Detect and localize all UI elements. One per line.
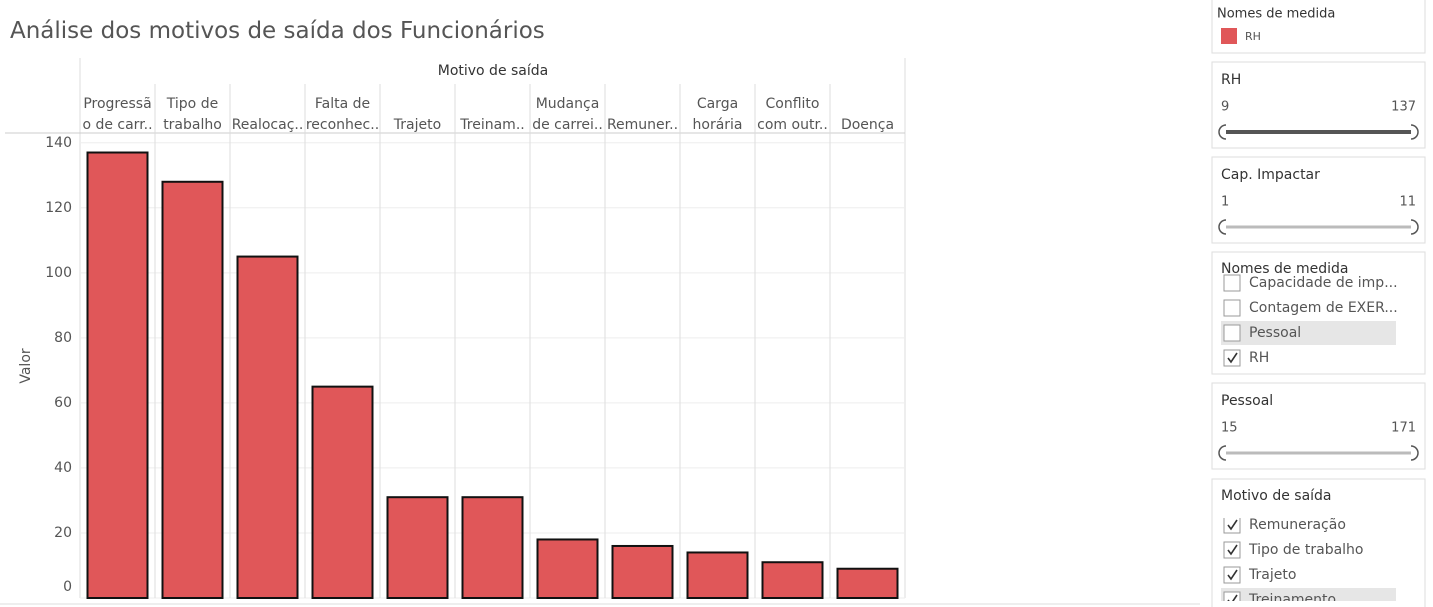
check-mark xyxy=(1227,569,1238,581)
slider-max: 171 xyxy=(1391,421,1416,436)
slider-handle[interactable] xyxy=(1218,219,1227,235)
check-mark xyxy=(1227,519,1238,531)
slider-handle[interactable] xyxy=(1218,124,1227,140)
filter-item[interactable]: Tipo de trabalho xyxy=(1248,542,1363,558)
y-tick-label: 20 xyxy=(54,525,72,541)
x-tick-label: Carga xyxy=(697,96,738,112)
slider-min: 15 xyxy=(1221,421,1238,436)
bar[interactable] xyxy=(461,496,524,599)
bar[interactable] xyxy=(761,561,824,600)
x-tick-label: horária xyxy=(693,117,743,133)
y-tick-label: 40 xyxy=(54,460,72,476)
checkbox[interactable] xyxy=(1223,566,1241,584)
filter-item[interactable]: RH xyxy=(1249,350,1269,366)
bar[interactable] xyxy=(386,496,449,599)
slider-min: 9 xyxy=(1221,100,1229,115)
bar[interactable] xyxy=(86,151,149,599)
panel xyxy=(1211,0,1426,54)
bar[interactable] xyxy=(236,255,299,599)
slider-handle[interactable] xyxy=(1218,445,1227,461)
hover-row xyxy=(1221,321,1396,345)
y-tick-label: 80 xyxy=(54,330,72,346)
x-tick-label: Treinam.. xyxy=(459,117,524,133)
slider-handle[interactable] xyxy=(1410,219,1419,235)
bar[interactable] xyxy=(536,538,599,599)
checkbox[interactable] xyxy=(1223,299,1241,317)
panel xyxy=(1211,251,1426,375)
filter-item[interactable]: Pessoal xyxy=(1249,325,1301,341)
x-tick-label: Conflito xyxy=(766,96,820,112)
slider-min: 1 xyxy=(1221,195,1229,210)
filter-item[interactable]: Remuneração xyxy=(1249,517,1346,533)
bar[interactable] xyxy=(836,567,899,599)
checkbox[interactable] xyxy=(1223,274,1241,292)
mask-bottom xyxy=(1213,601,1424,607)
filter-item[interactable]: Capacidade de imp... xyxy=(1249,275,1398,291)
x-tick-label: de carrei.. xyxy=(532,117,603,133)
filter-item[interactable]: Trajeto xyxy=(1248,567,1296,583)
checkbox[interactable] xyxy=(1223,541,1241,559)
slider-max: 137 xyxy=(1391,100,1416,115)
y-tick-label: 140 xyxy=(45,135,72,151)
y-tick-label: 60 xyxy=(54,395,72,411)
check-mark xyxy=(1227,352,1238,364)
legend-label: RH xyxy=(1245,30,1261,43)
filter-title: Nomes de medida xyxy=(1221,261,1348,277)
clip-top xyxy=(1213,507,1424,518)
x-tick-label: Falta de xyxy=(315,96,370,112)
x-tick-label: Mudança xyxy=(536,96,600,112)
chart-title: Análise dos motivos de saída dos Funcion… xyxy=(10,18,545,44)
bar[interactable] xyxy=(611,544,674,600)
x-tick-label: Realocaç.. xyxy=(232,117,304,133)
filter-title: Motivo de saída xyxy=(1221,488,1332,504)
x-tick-label: Tipo de xyxy=(166,96,218,112)
x-axis-title: Motivo de saída xyxy=(438,63,549,79)
x-tick-label: Doença xyxy=(841,117,894,133)
bar[interactable] xyxy=(686,551,749,599)
panel xyxy=(1211,478,1426,607)
y-tick-label: 100 xyxy=(45,265,72,281)
slider-handle[interactable] xyxy=(1410,124,1419,140)
x-tick-label: o de carr.. xyxy=(82,117,152,133)
y-tick-label: 120 xyxy=(45,200,72,216)
checkbox[interactable] xyxy=(1223,516,1241,534)
panel xyxy=(1211,382,1426,470)
panel xyxy=(1211,156,1426,244)
x-tick-label: Trajeto xyxy=(393,117,441,133)
check-mark xyxy=(1227,544,1238,556)
slider-max: 11 xyxy=(1399,195,1416,210)
x-tick-label: reconhec.. xyxy=(306,117,379,133)
legend-swatch xyxy=(1221,28,1237,44)
x-tick-label: trabalho xyxy=(163,117,222,133)
y-axis-title: Valor xyxy=(18,348,34,384)
slider-handle[interactable] xyxy=(1410,445,1419,461)
slider-title: Pessoal xyxy=(1221,393,1273,409)
x-tick-label: Remuner.. xyxy=(607,117,678,133)
legend-title: Nomes de medida xyxy=(1217,7,1335,22)
x-tick-label: com outr.. xyxy=(757,117,828,133)
bar[interactable] xyxy=(311,385,374,599)
slider-title: Cap. Impactar xyxy=(1221,167,1320,183)
slider-title: RH xyxy=(1221,72,1241,88)
bar[interactable] xyxy=(161,180,224,600)
y-tick-label: 0 xyxy=(63,579,72,595)
x-tick-label: Progressã xyxy=(83,96,151,112)
checkbox[interactable] xyxy=(1223,324,1241,342)
filter-item[interactable]: Contagem de EXER... xyxy=(1249,300,1398,316)
checkbox[interactable] xyxy=(1223,349,1241,367)
